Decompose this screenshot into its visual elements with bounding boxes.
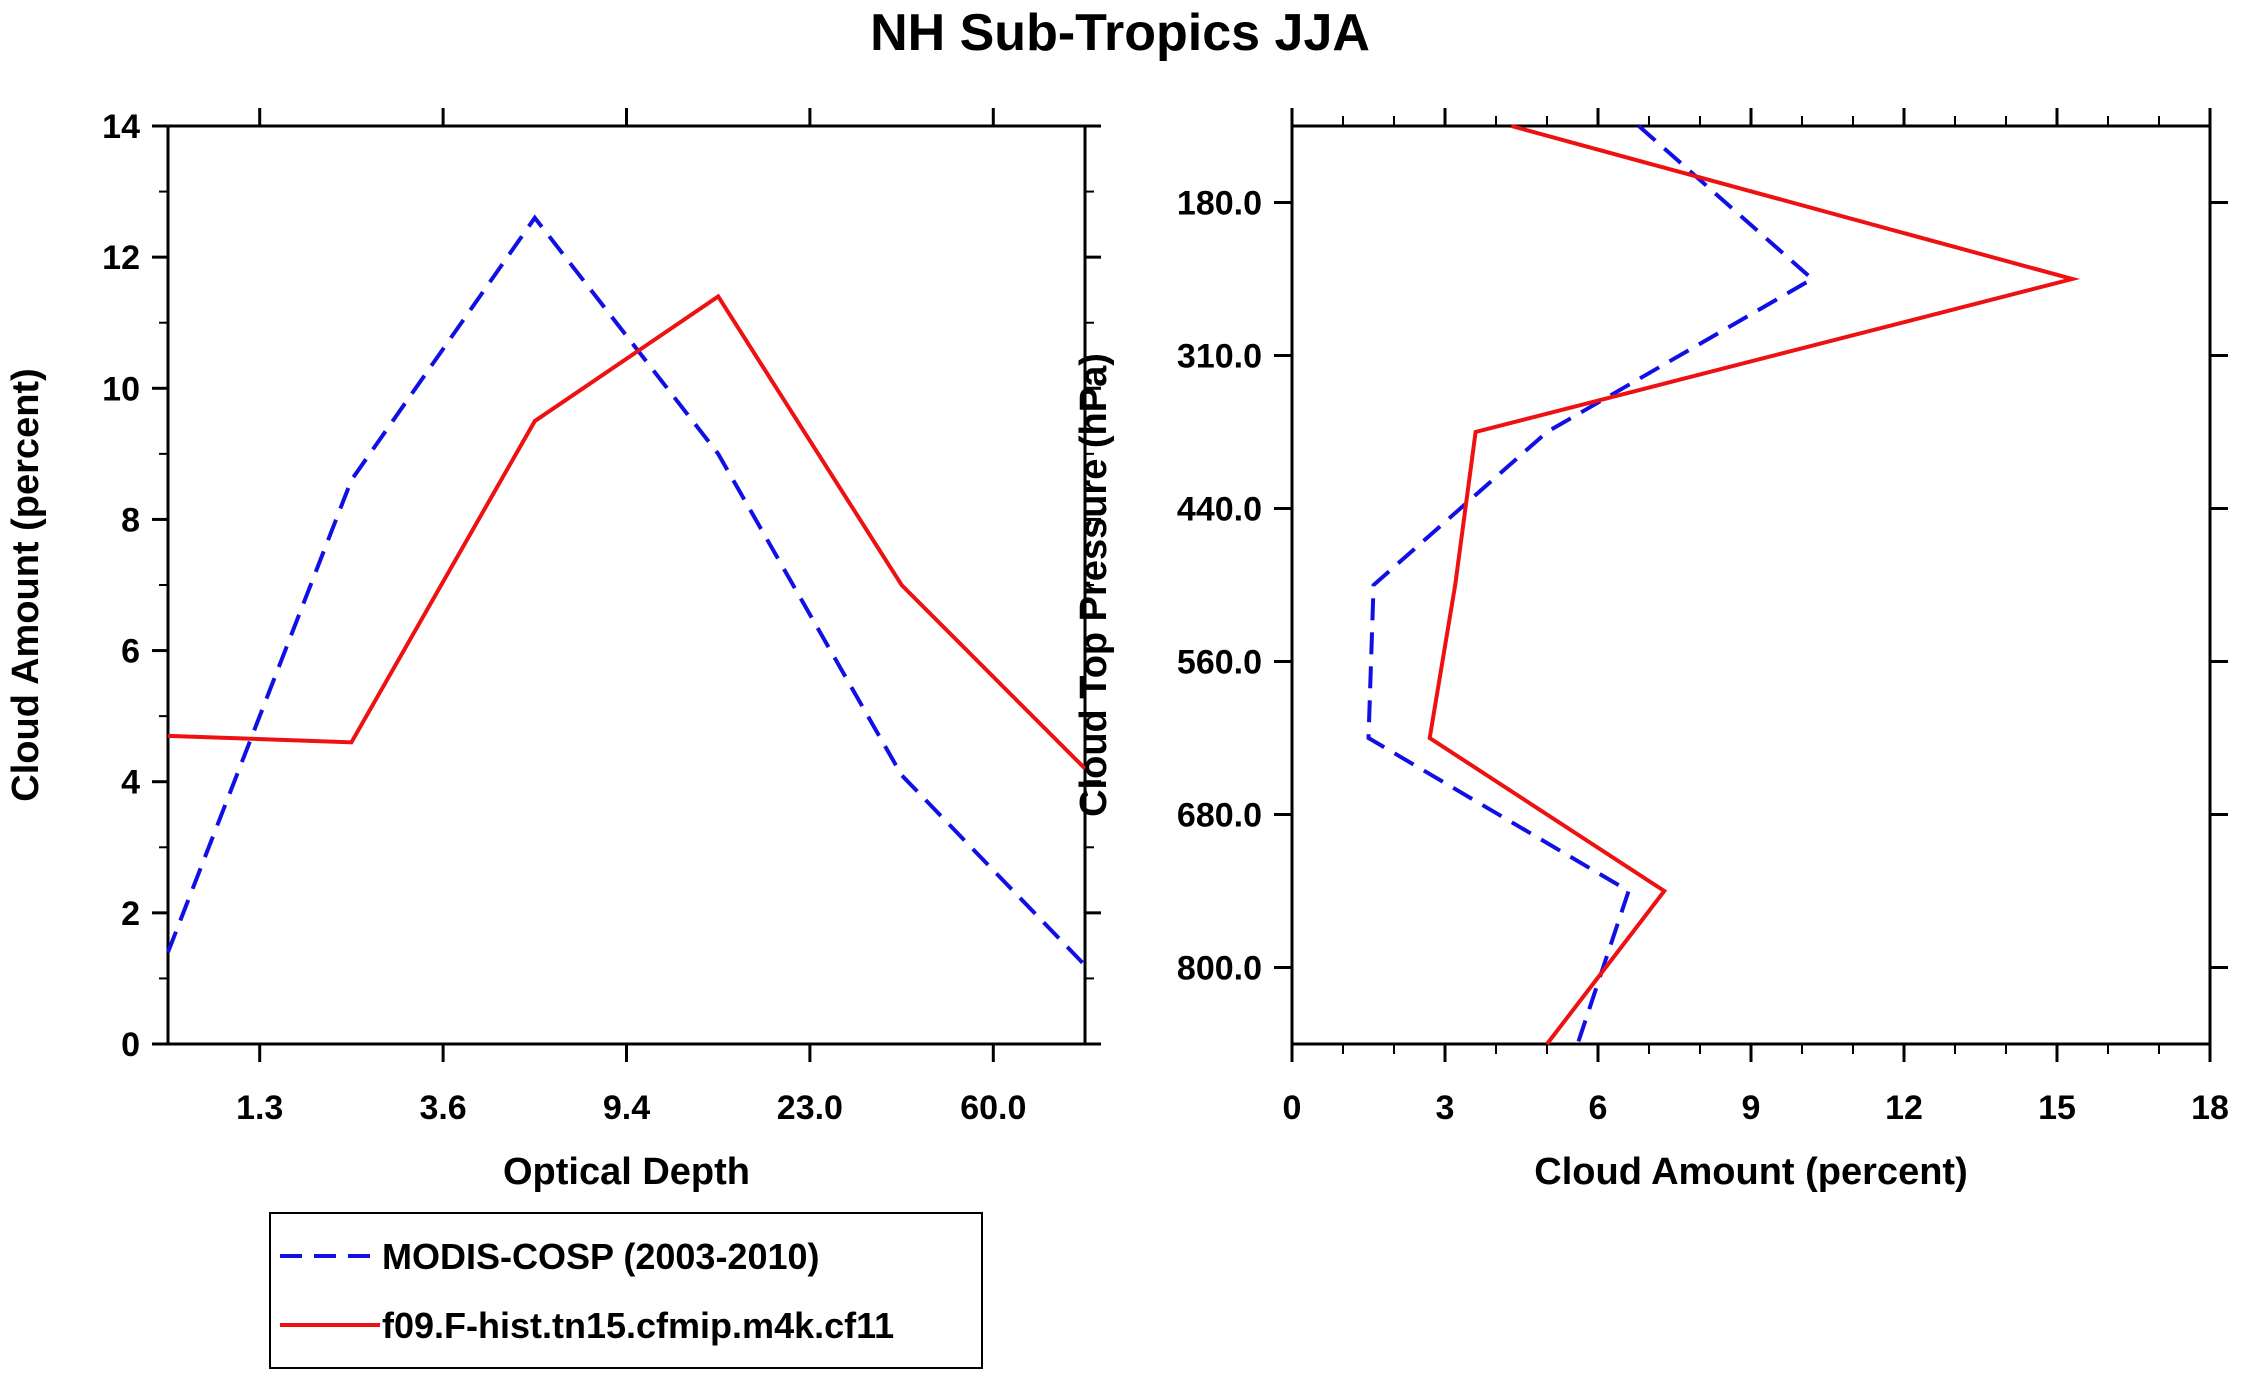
right-xtick-label: 6: [1589, 1089, 1608, 1127]
legend-box: [269, 1212, 983, 1369]
legend-label-modis: MODIS-COSP (2003-2010): [382, 1236, 820, 1277]
left-xtick-label: 60.0: [960, 1089, 1026, 1127]
left-ytick-label: 10: [102, 370, 140, 408]
legend-label-model: f09.F-hist.tn15.cfmip.m4k.cf11: [382, 1305, 894, 1346]
left-xtick-label: 9.4: [603, 1089, 650, 1127]
left-x-axis-label: Optical Depth: [503, 1151, 750, 1193]
right-ytick-label: 440.0: [1177, 491, 1262, 529]
right-y-axis-label: Cloud Top Pressure (hPa): [1073, 353, 1115, 817]
right-xtick-label: 9: [1742, 1089, 1761, 1127]
left-ytick-label: 4: [121, 764, 140, 802]
left-ytick-label: 12: [102, 239, 140, 277]
left-plot-frame: [166, 124, 1087, 1046]
right-ytick-label: 310.0: [1177, 338, 1262, 376]
legend: MODIS-COSP (2003-2010) f09.F-hist.tn15.c…: [269, 1212, 983, 1369]
left-panel-optical-depth: 0 2 4 6 8 10 12 14 1.3 3.6 9.4 23.0 60.0 Optical Dept…: [5, 108, 1101, 1193]
right-xtick-label: 15: [2038, 1089, 2076, 1127]
chart-title: NH Sub-Tropics JJA: [870, 4, 1370, 62]
left-y-axis-label: Cloud Amount (percent): [5, 368, 47, 801]
left-xtick-label: 1.3: [236, 1089, 283, 1127]
left-ytick-label: 6: [121, 633, 140, 671]
right-ytick-label: 180.0: [1177, 185, 1262, 223]
left-ytick-label: 14: [102, 108, 140, 146]
left-series-model-line: [167, 293, 1087, 771]
right-xtick-label: 0: [1283, 1089, 1302, 1127]
right-plot-frame: [1290, 124, 2212, 1046]
left-series-modis-line: [166, 214, 1087, 967]
left-ytick-label: 2: [121, 895, 140, 933]
right-ytick-label: 680.0: [1177, 797, 1262, 835]
right-ytick-label: 800.0: [1177, 950, 1262, 988]
left-xtick-label: 3.6: [419, 1089, 466, 1127]
right-xtick-label: 3: [1436, 1089, 1455, 1127]
right-series-modis-line: [1366, 124, 1816, 1045]
right-xtick-label: 18: [2191, 1089, 2229, 1127]
right-panel-cloud-top-pressure: 0 3 6 9 12 15 18 180.0 310.0 440.0 560.0 680.0 800.0…: [1073, 108, 2229, 1193]
right-ytick-label: 560.0: [1177, 644, 1262, 682]
left-ytick-label: 0: [121, 1026, 140, 1064]
right-xtick-label: 12: [1885, 1089, 1923, 1127]
left-xtick-label: 23.0: [777, 1089, 843, 1127]
left-ytick-label: 8: [121, 501, 140, 539]
right-x-axis-label: Cloud Amount (percent): [1534, 1151, 1967, 1193]
right-series-model-line: [1427, 124, 2081, 1046]
